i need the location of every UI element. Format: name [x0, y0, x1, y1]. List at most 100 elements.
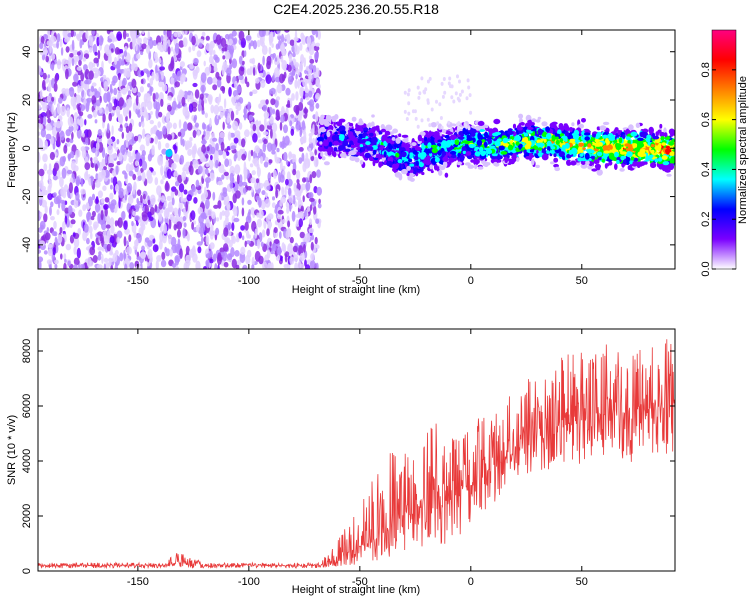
noise-blob: [285, 159, 289, 166]
noise-blob: [50, 216, 55, 221]
noise-blob: [241, 235, 245, 241]
noise-blob: [234, 164, 241, 175]
noise-blob: [288, 187, 291, 197]
noise-blob: [47, 117, 51, 124]
signal-blob: [466, 137, 473, 141]
noise-blob: [205, 198, 210, 210]
noise-blob: [94, 91, 101, 98]
noise-blob: [246, 186, 252, 191]
noise-blob: [302, 195, 305, 203]
noise-blob: [220, 37, 227, 48]
noise-blob: [248, 209, 252, 216]
noise-blob: [108, 102, 113, 113]
signal-blob: [388, 145, 394, 150]
signal-blob: [522, 126, 529, 130]
noise-blob: [119, 49, 124, 54]
noise-blob: [303, 158, 310, 169]
noise-blob: [244, 129, 250, 138]
noise-blob: [136, 53, 141, 60]
noise-blob: [192, 129, 197, 139]
noise-blob: [158, 57, 162, 64]
noise-blob: [163, 223, 167, 234]
signal-blob: [417, 134, 423, 142]
signal-blob: [543, 138, 547, 143]
noise-blob: [44, 140, 48, 150]
noise-blob: [64, 88, 70, 97]
noise-blob: [108, 113, 112, 122]
noise-blob: [314, 149, 318, 156]
noise-blob: [70, 219, 76, 225]
noise-blob: [300, 183, 306, 191]
noise-blob: [72, 232, 76, 237]
noise-blob: [171, 100, 177, 111]
noise-blob: [73, 264, 78, 269]
noise-blob: [177, 229, 181, 238]
noise-blob: [166, 134, 173, 140]
noise-blob: [257, 238, 261, 249]
noise-blob: [181, 171, 187, 181]
signal-blob: [380, 124, 385, 130]
noise-blob: [173, 134, 178, 140]
signal-blob: [616, 143, 622, 150]
noise-blob: [170, 76, 175, 85]
noise-blob: [66, 107, 70, 118]
signal-blob: [509, 140, 514, 144]
signal-blob: [553, 157, 559, 163]
noise-blob: [133, 63, 138, 72]
signal-blob: [474, 151, 482, 157]
noise-blob: [143, 68, 149, 73]
noise-blob: [127, 151, 132, 158]
noise-blob: [116, 236, 120, 244]
noise-blob: [295, 120, 301, 130]
noise-blob: [85, 30, 89, 40]
noise-blob: [38, 131, 41, 137]
noise-blob: [153, 52, 158, 60]
noise-blob: [314, 236, 318, 245]
noise-blob: [228, 38, 234, 46]
noise-blob: [262, 104, 268, 112]
noise-blob: [197, 148, 201, 156]
noise-blob: [61, 201, 66, 212]
noise-blob: [205, 218, 211, 229]
signal-blob: [477, 121, 485, 126]
noise-blob: [307, 101, 312, 106]
noise-blob: [226, 51, 231, 60]
signal-blob: [316, 136, 324, 142]
signal-blob: [599, 125, 607, 131]
signal-blob: [635, 122, 641, 128]
noise-blob: [53, 109, 57, 117]
noise-blob: [205, 253, 211, 259]
signal-blob: [407, 143, 411, 148]
signal-blob: [638, 162, 644, 167]
signal-blob: [401, 156, 406, 161]
noise-blob: [222, 187, 228, 195]
signal-blob: [650, 149, 655, 154]
noise-blob: [308, 218, 313, 226]
noise-blob: [315, 78, 320, 86]
noise-blob: [86, 211, 92, 221]
signal-blob: [569, 138, 576, 143]
noise-blob: [154, 177, 159, 186]
noise-blob: [110, 177, 114, 184]
noise-blob: [87, 196, 93, 207]
noise-blob: [164, 246, 168, 253]
signal-blob: [359, 144, 364, 148]
signal-blob: [596, 126, 601, 131]
noise-blob: [298, 157, 303, 164]
noise-blob: [193, 143, 197, 154]
noise-blob: [317, 30, 321, 40]
noise-blob: [191, 185, 196, 193]
signal-blob: [362, 132, 366, 139]
noise-blob: [208, 159, 214, 170]
noise-blob: [188, 30, 195, 33]
signal-blob: [546, 150, 550, 154]
noise-blob: [270, 143, 277, 151]
noise-blob: [38, 152, 41, 163]
noise-blob: [233, 153, 237, 162]
noise-blob: [140, 70, 145, 77]
noise-blob: [304, 85, 308, 93]
signal-blob: [485, 149, 493, 155]
noise-blob: [45, 133, 52, 140]
noise-blob: [172, 72, 176, 79]
